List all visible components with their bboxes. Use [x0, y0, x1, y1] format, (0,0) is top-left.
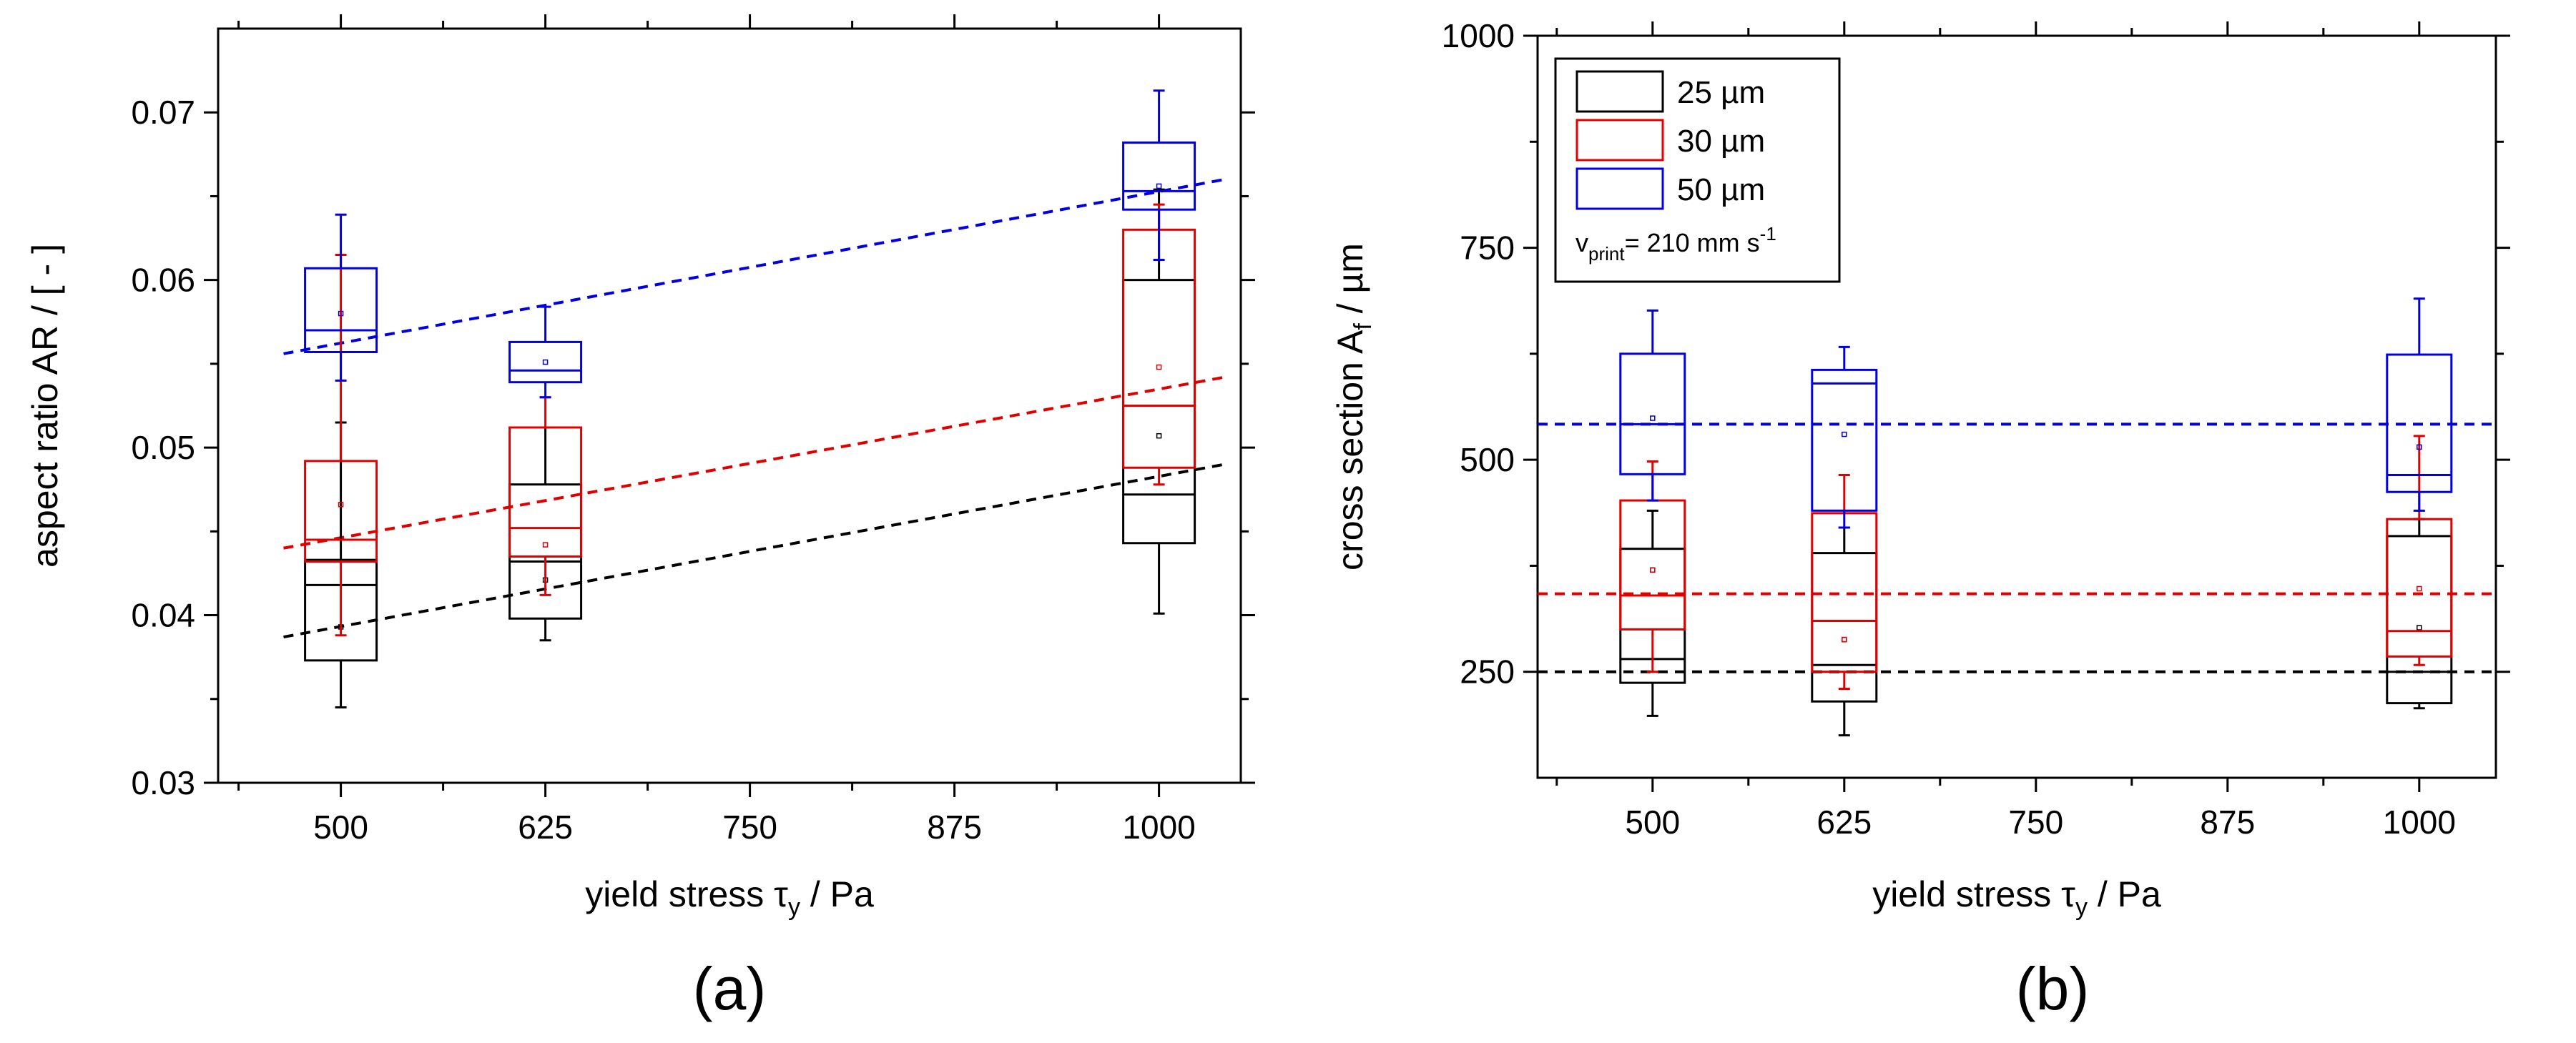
box-iqr	[508, 426, 583, 558]
legend-frame	[1554, 57, 1841, 283]
legend-entry-label: 30 µm	[1677, 124, 1765, 159]
box-mean	[2417, 625, 2422, 631]
box-50m-625	[1811, 345, 1878, 529]
annotation-sub: print	[1588, 243, 1625, 265]
annotation-v: v	[1575, 228, 1588, 257]
box-iqr	[508, 340, 583, 384]
box-iqr	[1811, 368, 1878, 512]
legend: 25 µm 30 µm 50 µm vprint= 210 mm s-1	[1554, 57, 1841, 283]
plot-frame	[1536, 34, 2497, 779]
box-mean	[1842, 636, 1847, 643]
y-tick-label: 250	[1460, 653, 1515, 691]
x-tick-label: 750	[722, 809, 777, 846]
y-tick-label: 750	[1460, 229, 1515, 267]
legend-swatch	[1575, 119, 1664, 162]
y-axis-title-main: cross section A	[1330, 330, 1370, 570]
box-25m-1000	[2386, 518, 2453, 710]
y-axis-title: cross section Af / µm	[1330, 243, 1377, 570]
x-axis-title-tail: / Pa	[2088, 874, 2161, 914]
box-mean	[1842, 431, 1847, 438]
x-axis-title-sub: y	[788, 894, 800, 921]
legend-entry-label: 25 µm	[1677, 75, 1765, 110]
box-50m-500	[304, 213, 378, 382]
box-iqr	[304, 267, 378, 353]
x-tick-label: 875	[927, 809, 982, 846]
y-tick-label: 0.04	[131, 597, 195, 634]
box-mean	[1842, 636, 1847, 643]
box-iqr	[1122, 141, 1196, 211]
box-30m-1000	[2386, 435, 2453, 666]
y-axis-title-tail: / µm	[1330, 243, 1370, 323]
box-25m-500	[1619, 509, 1686, 717]
box-30m-625	[1811, 473, 1878, 690]
y-axis-title-sub: f	[1350, 323, 1377, 330]
box-mean	[1650, 567, 1656, 573]
y-tick-label: 0.06	[131, 262, 195, 299]
annotation-mid: = 210 mm s	[1625, 228, 1760, 257]
x-tick-label: 625	[1817, 804, 1872, 841]
box-50m-1000	[2386, 297, 2453, 512]
y-tick-label: 0.03	[131, 764, 195, 801]
box-mean	[2417, 585, 2422, 592]
trend-line-30m	[283, 375, 1225, 550]
box-iqr	[1122, 279, 1196, 545]
y-axis-title: aspect ratio AR / [ - ]	[25, 244, 65, 568]
y-tick-label: 1000	[1442, 17, 1515, 54]
chart-panel-a: 500 625 750 875 1000 0.03 0.04 0.05 0.06 0.07 yiel…	[25, 14, 1255, 1022]
plot-frame	[217, 27, 1242, 784]
legend-swatch	[1575, 70, 1664, 113]
x-tick-label: 500	[1625, 804, 1680, 841]
x-axis-title: yield stress τy / Pa	[585, 874, 874, 921]
box-mean	[1156, 432, 1162, 439]
box-30m-625	[508, 396, 583, 596]
box-50m-1000	[1122, 89, 1196, 262]
x-tick-label: 875	[2200, 804, 2255, 841]
box-mean	[2417, 444, 2422, 450]
x-axis-title-symbol: τ	[2061, 874, 2075, 914]
y-tick-label: 500	[1460, 441, 1515, 478]
box-mean	[1156, 364, 1162, 370]
panel-label: (a)	[693, 955, 767, 1022]
trend-line-25m	[283, 463, 1225, 639]
box-mean	[1156, 183, 1162, 189]
y-tick-label: 0.07	[131, 94, 195, 131]
box-mean	[338, 310, 344, 317]
box-mean	[338, 502, 344, 508]
x-axis-title: yield stress τy / Pa	[1872, 874, 2161, 921]
x-tick-label: 1000	[1122, 809, 1195, 846]
box-30m-500	[304, 254, 378, 637]
trend-line-50m	[283, 178, 1225, 355]
box-mean	[542, 359, 549, 365]
chart-panel-b: 500 625 750 875 1000 250 500 750 1000 yield stres…	[1330, 17, 2510, 1022]
x-tick-label: 500	[313, 809, 368, 846]
box-25m-625	[508, 426, 583, 642]
x-axis-title-sub: y	[2075, 894, 2088, 921]
box-mean	[1650, 567, 1656, 573]
x-axis-title-tail: / Pa	[800, 874, 874, 914]
box-mean	[1650, 415, 1656, 421]
y-tick-label: 0.05	[131, 429, 195, 466]
annotation-sup: -1	[1760, 223, 1776, 244]
x-tick-label: 750	[2008, 804, 2063, 841]
box-iqr	[304, 558, 378, 662]
x-tick-label: 1000	[2383, 804, 2456, 841]
x-axis-title-main: yield stress	[585, 874, 774, 914]
box-iqr	[2386, 353, 2453, 493]
legend-swatch	[1575, 167, 1664, 210]
box-mean	[542, 542, 549, 548]
box-iqr	[2386, 535, 2453, 705]
box-iqr	[304, 460, 378, 563]
legend-entry-label: 50 µm	[1677, 172, 1765, 207]
x-axis-title-symbol: τ	[774, 874, 788, 914]
x-axis-title-main: yield stress	[1872, 874, 2061, 914]
box-25m-625	[1811, 526, 1878, 737]
box-iqr	[2386, 518, 2453, 658]
legend-annotation: vprint= 210 mm s-1	[1575, 223, 1776, 265]
box-50m-625	[508, 305, 583, 399]
panel-label: (b)	[2016, 955, 2090, 1022]
box-50m-500	[1619, 309, 1686, 502]
box-iqr	[1619, 352, 1686, 475]
x-tick-label: 625	[518, 809, 573, 846]
